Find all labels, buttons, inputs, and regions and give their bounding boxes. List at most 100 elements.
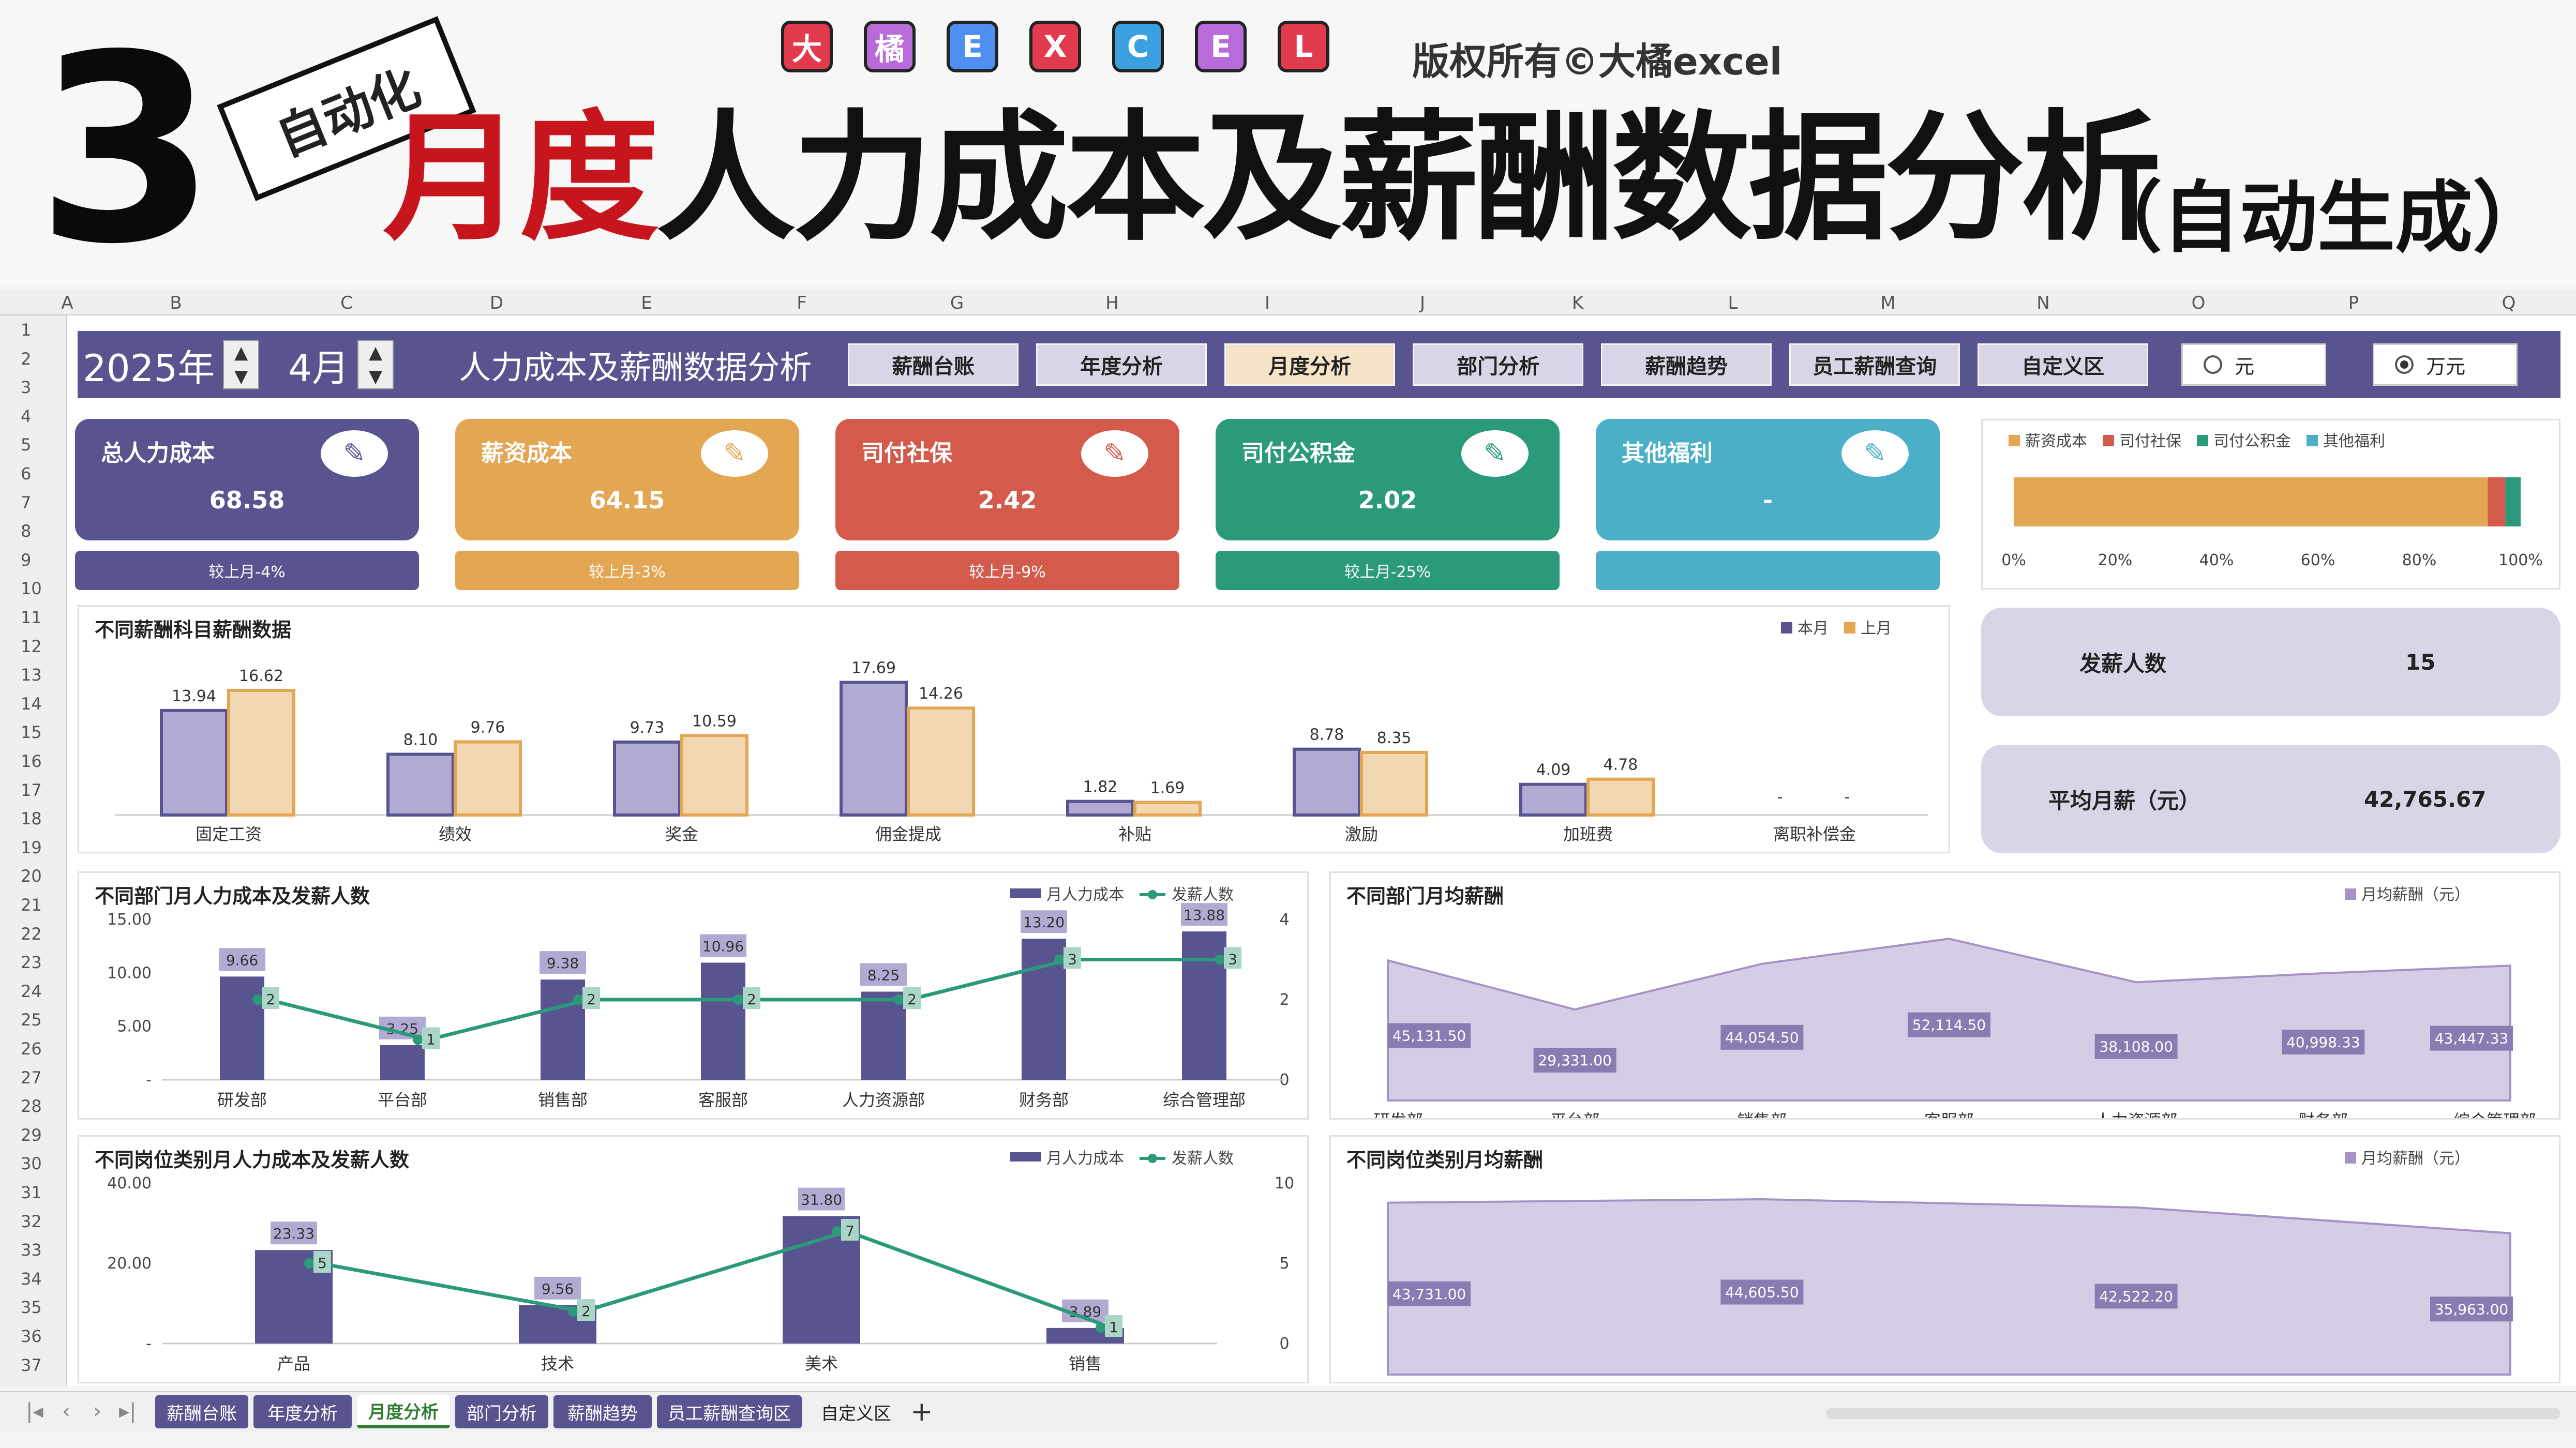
column-header[interactable]: F [797,293,807,313]
column-header[interactable]: M [1880,293,1896,313]
row-header[interactable]: 9 [21,550,32,570]
y-tick-label: - [146,1335,152,1353]
row-header[interactable]: 11 [21,608,42,627]
radio-icon[interactable] [2204,355,2223,374]
bar-label-bg [271,1221,317,1245]
row-header[interactable]: 27 [21,1067,42,1088]
nav-button[interactable]: 自定义区 [1978,343,2149,386]
row-header[interactable]: 6 [21,464,32,484]
next-sheet-icon[interactable]: › [93,1399,101,1423]
legend-swatch [2197,435,2208,446]
row-header[interactable]: 30 [21,1154,42,1174]
spin-up-icon[interactable]: ▲ [234,342,248,363]
column-header[interactable]: H [1105,293,1119,313]
row-header[interactable]: 15 [21,722,42,743]
nav-button[interactable]: 薪酬台账 [848,343,1019,386]
area-data-label: 44,054.50 [1725,1029,1799,1046]
row-header[interactable]: 10 [21,579,42,599]
bar-data-label: 4.09 [1536,761,1571,779]
column-header[interactable]: N [2036,293,2050,313]
row-header[interactable]: 23 [21,953,42,973]
row-header[interactable]: 7 [21,492,32,512]
row-header[interactable]: 19 [21,837,42,857]
spin-down-icon[interactable]: ▼ [234,366,248,387]
sheet-tab[interactable]: 自定义区 [807,1395,905,1428]
radio-icon[interactable] [2395,355,2414,374]
column-header[interactable]: K [1571,293,1584,313]
row-header[interactable]: 37 [21,1355,42,1375]
bar-data-label: 8.35 [1377,729,1412,747]
nav-button[interactable]: 员工薪酬查询 [1789,343,1960,386]
dashboard-title: 人力成本及薪酬数据分析 [459,349,812,386]
column-header[interactable]: O [2191,293,2206,313]
bar-label-bg [700,934,746,957]
prev-sheet-icon[interactable]: ‹ [62,1399,70,1423]
spin-up-icon[interactable]: ▲ [368,342,383,363]
column-header[interactable]: C [340,293,353,313]
row-header[interactable]: 3 [21,378,32,398]
row-header[interactable]: 5 [21,435,32,455]
column-header[interactable]: I [1264,293,1270,313]
sheet-tab[interactable]: 年度分析 [253,1395,352,1428]
nav-button[interactable]: 薪酬趋势 [1601,343,1772,386]
row-header[interactable]: 24 [21,981,42,1001]
sheet-tab[interactable]: 员工薪酬查询区 [657,1395,802,1428]
row-header[interactable]: 1 [21,320,32,340]
legend-swatch [2103,435,2114,446]
horizontal-scrollbar[interactable] [1826,1408,2560,1419]
banner-subtitle: （自动生成） [2085,173,2551,263]
row-header[interactable]: 26 [21,1039,42,1059]
column-header[interactable]: P [2348,293,2359,313]
row-header[interactable]: 2 [21,349,32,369]
row-header[interactable]: 14 [21,693,42,714]
nav-button[interactable]: 部门分析 [1413,343,1584,386]
nav-button[interactable]: 月度分析 [1224,343,1396,386]
row-header[interactable]: 17 [21,780,42,800]
column-header[interactable]: G [950,293,964,313]
column-header[interactable]: Q [2502,293,2516,313]
row-header[interactable]: 36 [21,1326,42,1346]
column-header[interactable]: B [170,293,182,313]
line-data-label: 5 [318,1255,327,1272]
row-header[interactable]: 28 [21,1096,42,1117]
spin-down-icon[interactable]: ▼ [368,366,383,387]
headcount-value: 15 [2405,649,2436,675]
unit-option[interactable]: 万元 [2373,343,2518,386]
row-header[interactable]: 20 [21,866,42,886]
row-header[interactable]: 25 [21,1010,42,1030]
column-header[interactable]: E [641,293,652,313]
row-header[interactable]: 32 [21,1211,42,1231]
row-header[interactable]: 4 [21,406,32,426]
last-sheet-icon[interactable]: ▸| [119,1399,137,1423]
row-header[interactable]: 33 [21,1240,42,1260]
first-sheet-icon[interactable]: |◂ [26,1399,43,1423]
category-label: 研发部 [217,1090,267,1110]
sheet-tab[interactable]: 薪酬台账 [155,1395,248,1428]
row-header[interactable]: 12 [21,636,42,656]
unit-option[interactable]: 元 [2181,343,2327,386]
year-spinner[interactable]: ▲ ▼ [223,340,260,389]
row-header[interactable]: 18 [21,809,42,829]
month-spinner[interactable]: ▲ ▼ [357,340,394,389]
column-header[interactable]: D [489,293,504,313]
row-header[interactable]: 13 [21,665,42,685]
sheet-tab[interactable]: 月度分析 [357,1395,450,1428]
add-sheet-icon[interactable]: + [910,1396,933,1427]
row-header[interactable]: 16 [21,751,42,771]
column-header[interactable]: A [61,293,73,313]
dept-cost-title: 不同部门月人力成本及发薪人数 [95,885,370,908]
y2-tick-label: 2 [1279,991,1289,1009]
edit-note-icon: ✎ [1841,430,1909,477]
row-header[interactable]: 31 [21,1183,42,1202]
sheet-tab[interactable]: 部门分析 [455,1395,548,1428]
column-header[interactable]: J [1419,293,1426,313]
row-header[interactable]: 34 [21,1269,42,1289]
sheet-tab[interactable]: 薪酬趋势 [553,1395,652,1428]
column-header[interactable]: L [1728,293,1738,313]
nav-button[interactable]: 年度分析 [1036,343,1207,386]
row-header[interactable]: 35 [21,1298,42,1318]
row-header[interactable]: 29 [21,1125,42,1145]
row-header[interactable]: 22 [21,924,42,944]
row-header[interactable]: 8 [21,521,32,541]
row-header[interactable]: 21 [21,895,42,915]
